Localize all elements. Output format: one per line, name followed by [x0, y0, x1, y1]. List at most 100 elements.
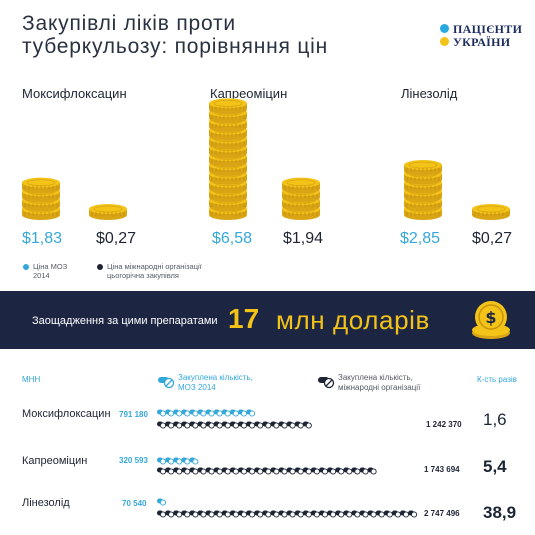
drug-name-linezolid: Лінезолід — [401, 86, 458, 101]
coin-icon — [89, 204, 127, 220]
pill-icon-intl — [238, 467, 248, 475]
pill-icon-intl — [302, 421, 312, 429]
pill-icon-intl — [165, 467, 175, 475]
coin-icon — [472, 204, 510, 220]
legend-intl-line-2: цьогорічна закупівля — [107, 271, 179, 280]
pill-icon-intl — [359, 467, 369, 475]
coin-stack-moz-1 — [209, 98, 247, 220]
pill-icon-intl — [408, 510, 418, 518]
pill-icon-intl — [246, 510, 256, 518]
pill-icon-intl — [229, 467, 239, 475]
pill-icon-intl — [229, 421, 239, 429]
header-moz-line-1: Закуплена кількість, — [178, 373, 253, 382]
legend-moz-line-1: Ціна МОЗ — [33, 262, 68, 271]
coin-icon — [282, 177, 320, 194]
pill-icon-intl — [165, 510, 175, 518]
header-intl: Закуплена кількість, міжнародні організа… — [338, 373, 420, 393]
coin-icon — [404, 160, 442, 176]
pill-icon-intl — [294, 421, 304, 429]
pill-icon-intl — [181, 421, 191, 429]
pill-icon-intl — [286, 510, 296, 518]
pill-icon-intl — [278, 467, 288, 475]
pill-icon-intl — [181, 467, 191, 475]
pill-icon-moz — [213, 409, 223, 417]
coin-stack-intl-0 — [89, 204, 127, 220]
pill-icon-intl — [286, 421, 296, 429]
row-name-linezolid: Лінезолід — [22, 497, 70, 509]
row-ratio-moxifloxacin: 1,6 — [483, 410, 507, 429]
pill-icon-intl — [319, 510, 329, 518]
row-moz-capreomycin: 320 593 — [119, 456, 148, 465]
price-intl-capreomycin: $1,94 — [283, 230, 324, 247]
pill-icon-intl — [302, 467, 312, 475]
pill-icon-intl — [221, 510, 231, 518]
dollar-coin-icon: $ — [472, 301, 510, 339]
pill-icon-intl — [157, 421, 167, 429]
coin-stack-moz-2 — [404, 160, 442, 220]
pill-icon-intl — [294, 510, 304, 518]
pill-icon-intl — [221, 467, 231, 475]
row-moz-linezolid: 70 540 — [122, 499, 147, 508]
row-ratio-linezolid: 38,9 — [483, 503, 517, 522]
header-moz: Закуплена кількість, МОЗ 2014 — [178, 373, 253, 393]
pill-icon-intl — [359, 510, 369, 518]
header-mnn: МНН — [22, 375, 41, 384]
pill-icon-intl — [246, 421, 256, 429]
pill-icon-moz — [173, 457, 183, 465]
drug-name-moxifloxacin: Моксифлоксацин — [22, 86, 127, 101]
price-intl-linezolid: $0,27 — [472, 230, 513, 247]
pill-icon-intl — [400, 510, 410, 518]
pill-icon-intl — [173, 510, 183, 518]
pill-icon-intl — [343, 510, 353, 518]
savings-banner: Заощадження за цими препаратами 17 млн д… — [0, 291, 535, 349]
coin-stacks-chart — [22, 98, 510, 220]
pill-icon-intl — [375, 510, 385, 518]
pill-icon-intl — [278, 510, 288, 518]
coin-stack-intl-1 — [282, 177, 320, 220]
pill-icon-intl — [238, 421, 248, 429]
price-moz-capreomycin: $6,58 — [212, 230, 253, 247]
legend-dot-moz — [23, 264, 29, 270]
header-moz-line-2: МОЗ 2014 — [178, 383, 216, 392]
pill-icon-intl — [246, 467, 256, 475]
pill-icon-intl — [270, 510, 280, 518]
row-name-capreomycin: Капреоміцин — [22, 455, 88, 467]
logo-dot-blue — [440, 24, 449, 33]
pill-icon-intl — [343, 467, 353, 475]
pill-icon-intl — [254, 510, 264, 518]
row-intl-capreomycin: 1 743 694 — [424, 465, 460, 474]
pill-icon-intl — [165, 421, 175, 429]
legend-intl-line-1: Ціна міжнародні організації — [107, 262, 202, 271]
pill-icon-intl-header — [318, 377, 335, 389]
drug-name-capreomycin: Капреоміцин — [210, 86, 288, 101]
pill-icon-intl — [294, 467, 304, 475]
pill-icon-intl — [221, 421, 231, 429]
pill-icon-intl — [286, 467, 296, 475]
pill-icon-intl — [197, 467, 207, 475]
pill-icon-moz — [221, 409, 231, 417]
pill-icon-intl — [254, 421, 264, 429]
pill-icon-moz — [205, 409, 215, 417]
pill-icon-intl — [213, 510, 223, 518]
pill-icon-intl — [197, 510, 207, 518]
logo-line-2: УКРАЇНИ — [453, 35, 511, 49]
pill-icon-moz — [189, 457, 199, 465]
pill-icon-intl — [310, 467, 320, 475]
pill-icon-intl — [173, 421, 183, 429]
legend-moz: Ціна МОЗ 2014 — [33, 262, 67, 280]
legend-intl: Ціна міжнародні організації цьогорічна з… — [107, 262, 202, 280]
pill-icon-moz — [157, 498, 167, 506]
pill-icon-moz — [197, 409, 207, 417]
logo-line-1: ПАЦІЄНТИ — [453, 22, 523, 36]
pill-icon-moz — [238, 409, 248, 417]
pill-icon-moz — [181, 457, 191, 465]
pill-icon-intl — [302, 510, 312, 518]
page-title: Закупівлі ліків проти туберкульозу: порі… — [22, 12, 328, 58]
title-line-1: Закупівлі ліків проти — [22, 12, 236, 35]
pill-icon-intl — [391, 510, 401, 518]
banner-text: Заощадження за цими препаратами — [32, 315, 218, 327]
coin-icon — [22, 177, 60, 194]
coin-stack-intl-2 — [472, 204, 510, 220]
pill-icon-intl — [351, 467, 361, 475]
pill-icon-moz — [165, 457, 175, 465]
